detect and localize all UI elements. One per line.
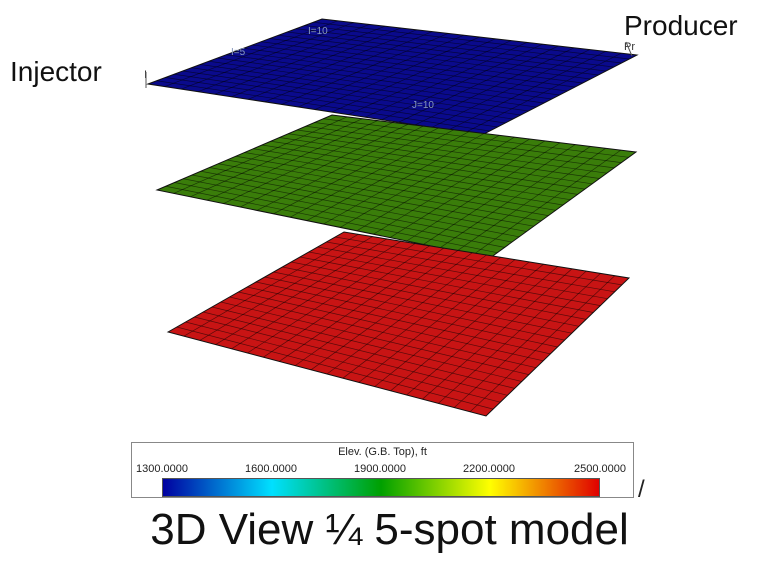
grid-line (206, 120, 378, 201)
grid-line (381, 43, 543, 121)
grid-line (453, 273, 601, 408)
grid-line (374, 261, 530, 387)
grid-line (339, 135, 500, 228)
grid-line (164, 20, 338, 87)
grid-line (181, 22, 354, 90)
grid-line (356, 136, 515, 232)
layer-middle (155, 114, 638, 259)
grid-line (323, 133, 485, 225)
grid-line (389, 140, 545, 238)
grid-line (281, 33, 449, 105)
grid-index-label: I=10 (308, 26, 328, 37)
color-legend: Elev. (G.B. Top), ft 1300.0000 1600.0000… (131, 442, 634, 498)
grid-line (231, 27, 401, 98)
grid-line (373, 138, 530, 235)
grid-line (438, 270, 587, 404)
grid-line (439, 146, 591, 249)
grid-line (473, 149, 622, 255)
grid-line (248, 29, 417, 100)
producer-label: Producer (624, 10, 738, 41)
grid-line (240, 123, 409, 208)
grid-line (298, 34, 464, 108)
grid-line (294, 250, 459, 366)
layer-bottom (166, 231, 631, 417)
grid-line (247, 243, 416, 354)
grid-line (183, 233, 359, 337)
grid-line (215, 238, 387, 345)
grid-line (199, 236, 373, 341)
grid-line (431, 49, 590, 128)
well-tag: Pr (624, 41, 635, 53)
grid-line (290, 129, 454, 218)
grid-lines-bottom (176, 233, 622, 413)
grid-line (264, 31, 433, 103)
grid-line (406, 142, 561, 242)
grid-line (223, 122, 393, 204)
grid-line (190, 118, 363, 198)
grid-line (415, 47, 575, 126)
grid-index-label: J=10 (412, 100, 434, 111)
legend-tick: 1900.0000 (354, 463, 406, 475)
grid-line (279, 247, 444, 362)
grid-line (231, 240, 402, 350)
grid-line (348, 40, 512, 115)
grid-line (469, 275, 615, 413)
injector-label: Injector (10, 56, 102, 87)
grid-line (364, 42, 527, 118)
legend-tick: 1300.0000 (136, 463, 188, 475)
grid-line (390, 263, 544, 392)
legend-title: Elev. (G.B. Top), ft (338, 446, 427, 458)
grid-line (422, 268, 573, 400)
grid-line (263, 245, 430, 358)
grid-line (331, 38, 496, 113)
grid-line (173, 116, 348, 194)
grid-line (314, 36, 480, 110)
legend-tick: 2500.0000 (574, 463, 626, 475)
grid-line (423, 144, 576, 245)
grid-line (306, 131, 469, 221)
grid-line (456, 148, 606, 252)
grid-index-label: I=5 (231, 47, 246, 58)
legend-color-bar (162, 478, 600, 497)
well-marker (625, 41, 633, 57)
grid-line (448, 51, 606, 131)
legend-tick: 2200.0000 (463, 463, 515, 475)
grid-lines-top (156, 20, 630, 133)
legend-tick: 1600.0000 (245, 463, 297, 475)
grid-line (358, 259, 516, 383)
grid-line (342, 257, 501, 379)
grid-line (256, 125, 424, 211)
grid-line (465, 52, 622, 133)
figure-caption: 3D View ¼ 5-spot model (150, 505, 629, 554)
grid-line (310, 252, 473, 371)
grid-line (398, 45, 559, 123)
grid-line (273, 127, 439, 215)
grid-line (406, 266, 558, 396)
grid-line (326, 254, 487, 375)
grid-lines-middle (165, 116, 629, 255)
grid-line (197, 24, 370, 92)
grid-line (214, 25, 386, 95)
legend-resize-handle: / (638, 476, 645, 503)
